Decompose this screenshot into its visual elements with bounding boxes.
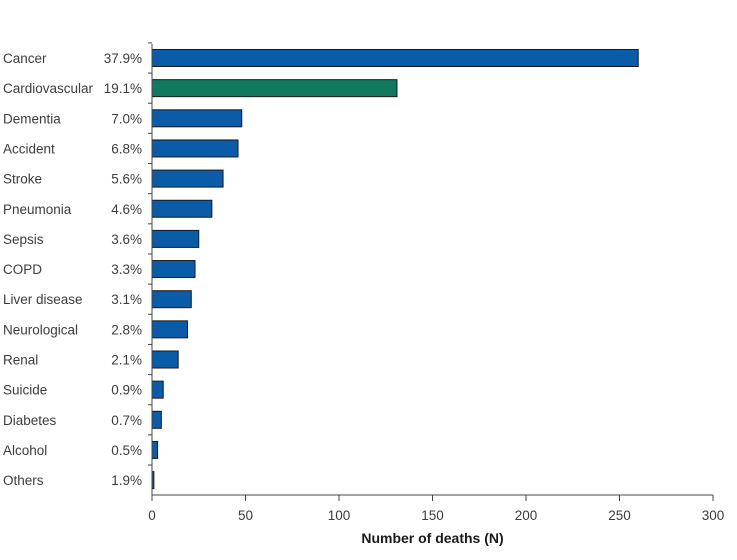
x-tick-label: 50 [238,508,253,523]
bar-cancer [151,49,639,67]
category-label: Liver disease [3,292,83,307]
percent-label: 6.8% [111,141,142,156]
bar-pneumonia [151,199,213,218]
bar-renal [151,350,179,369]
category-label: Renal [3,353,38,368]
category-label: Suicide [3,383,47,398]
category-label: Dementia [3,111,61,126]
category-label: COPD [3,262,42,277]
percent-label: 19.1% [104,81,142,96]
bars-layer [151,49,639,490]
bar-neurological [151,320,189,339]
percent-label: 7.0% [111,111,142,126]
bar-dementia [151,109,243,128]
percent-label: 1.9% [111,473,142,488]
bar-stroke [151,169,224,188]
percent-label: 2.1% [111,353,142,368]
x-tick-label: 100 [328,508,351,523]
percent-label: 5.6% [111,172,142,187]
percent-label: 0.5% [111,443,142,458]
x-tick-label: 200 [515,508,538,523]
category-labels-layer: Cancer 37.9% Cardiovascular 19.1% Dementia 7.… [3,51,142,488]
bar-accident [151,139,239,158]
bar-cardiovascular [151,79,398,98]
bar-liver-disease [151,290,192,309]
percent-label: 0.7% [111,413,142,428]
bar-suicide [151,380,164,399]
category-label: Pneumonia [3,202,72,217]
x-tick-label: 250 [608,508,631,523]
percent-label: 2.8% [111,322,142,337]
percent-label: 3.3% [111,262,142,277]
category-label: Sepsis [3,232,44,247]
category-label: Accident [3,141,55,156]
x-tick-label: 300 [702,508,725,523]
x-tick-label: 150 [421,508,444,523]
percent-label: 4.6% [111,202,142,217]
bar-copd [151,260,196,279]
percent-label: 37.9% [104,51,142,66]
category-label: Alcohol [3,443,47,458]
x-axis: 0 50 100 150 200 250 300 [148,42,725,523]
category-label: Others [3,473,44,488]
x-tick-label: 0 [148,508,156,523]
bar-sepsis [151,229,200,248]
category-label: Cardiovascular [3,81,94,96]
percent-label: 0.9% [111,383,142,398]
category-label: Cancer [3,51,47,66]
x-axis-title: Number of deaths (N) [361,530,503,546]
percent-label: 3.1% [111,292,142,307]
bar-alcohol [151,440,159,459]
category-label: Diabetes [3,413,57,428]
percent-label: 3.6% [111,232,142,247]
category-label: Neurological [3,322,78,337]
category-label: Stroke [3,172,42,187]
bar-diabetes [151,410,162,429]
